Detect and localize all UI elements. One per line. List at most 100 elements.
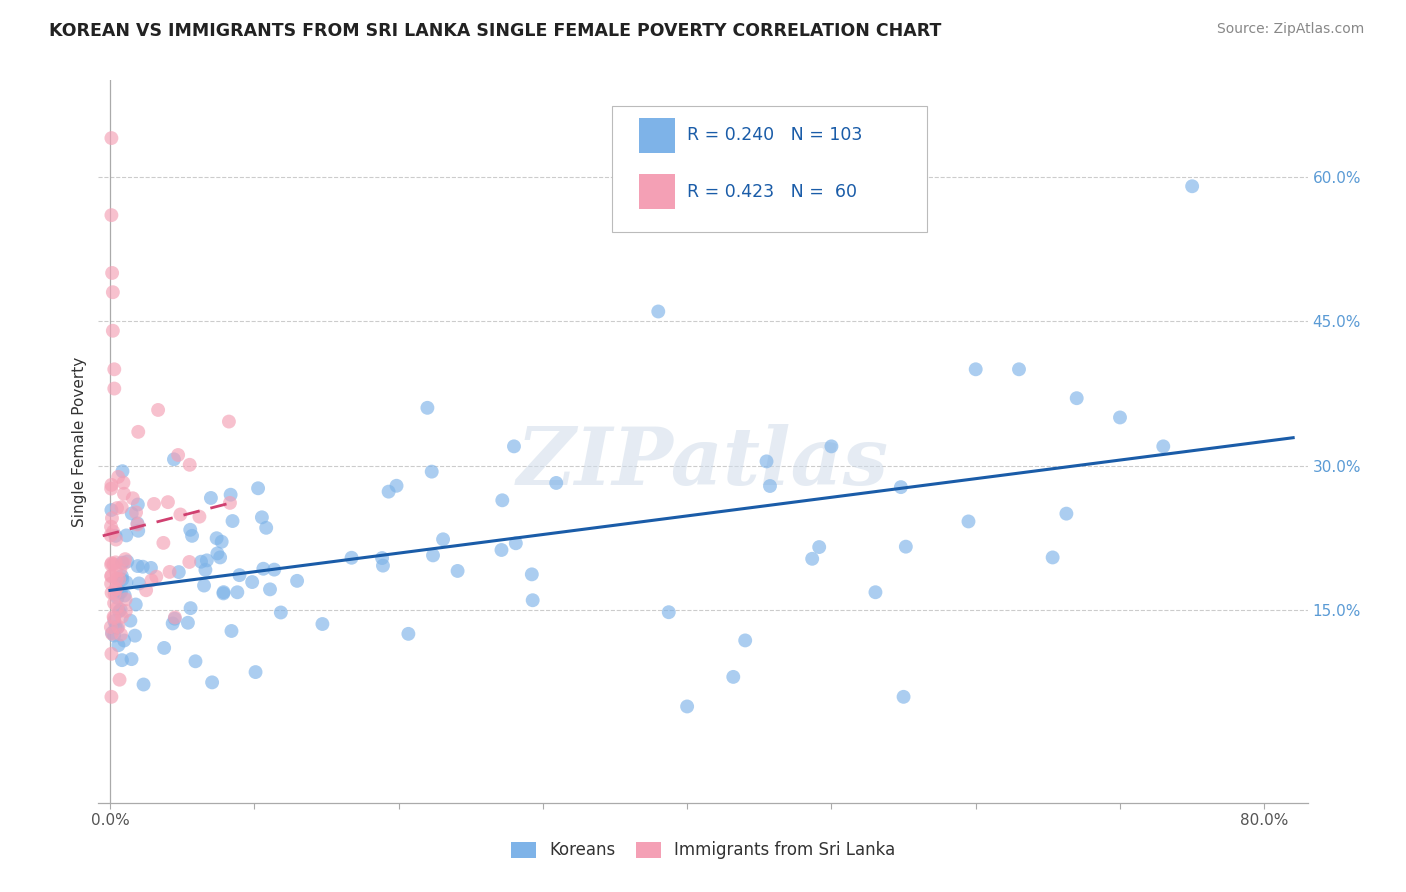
Point xyxy=(163,452,186,467)
Point xyxy=(503,439,526,453)
Point xyxy=(132,559,155,574)
Point xyxy=(100,482,122,496)
Point xyxy=(212,585,235,599)
Bar xyxy=(638,118,675,153)
Point xyxy=(658,605,681,619)
Point xyxy=(117,554,139,568)
Point xyxy=(107,638,129,652)
Point xyxy=(163,610,186,624)
Point xyxy=(188,509,211,524)
Text: KOREAN VS IMMIGRANTS FROM SRI LANKA SINGLE FEMALE POVERTY CORRELATION CHART: KOREAN VS IMMIGRANTS FROM SRI LANKA SING… xyxy=(49,22,942,40)
Point xyxy=(311,617,333,632)
Point xyxy=(107,470,129,484)
Point xyxy=(104,582,127,596)
Point xyxy=(285,574,308,588)
Point xyxy=(100,478,122,492)
Text: R = 0.240   N = 103: R = 0.240 N = 103 xyxy=(688,126,863,145)
Point xyxy=(520,567,543,582)
Point xyxy=(184,654,207,668)
Point xyxy=(108,673,131,687)
Point xyxy=(100,585,122,599)
Point xyxy=(167,448,190,462)
Point xyxy=(247,481,270,495)
Point xyxy=(169,508,191,522)
Point xyxy=(101,627,124,641)
Point xyxy=(759,479,782,493)
Point xyxy=(894,540,917,554)
Point xyxy=(491,543,513,558)
Text: Source: ZipAtlas.com: Source: ZipAtlas.com xyxy=(1216,22,1364,37)
Point xyxy=(121,507,143,521)
Point xyxy=(193,578,215,592)
Point xyxy=(177,615,200,630)
Point xyxy=(135,583,157,598)
Point xyxy=(162,616,184,631)
Point xyxy=(1066,391,1088,405)
Point xyxy=(957,515,980,529)
Legend: Koreans, Immigrants from Sri Lanka: Koreans, Immigrants from Sri Lanka xyxy=(510,841,896,860)
Point xyxy=(1152,439,1174,453)
Point xyxy=(120,614,142,628)
Point xyxy=(100,519,122,533)
Point xyxy=(112,557,135,571)
Point xyxy=(723,670,745,684)
Point xyxy=(820,439,842,453)
FancyBboxPatch shape xyxy=(613,105,927,232)
Point xyxy=(107,600,129,615)
Point xyxy=(965,362,987,376)
Point xyxy=(127,559,149,574)
Y-axis label: Single Female Poverty: Single Female Poverty xyxy=(72,357,87,526)
Point xyxy=(114,592,136,607)
Point xyxy=(114,589,136,603)
Point xyxy=(179,523,201,537)
Point xyxy=(108,572,131,586)
Point xyxy=(420,465,443,479)
Text: ZIPatlas: ZIPatlas xyxy=(517,425,889,502)
Point xyxy=(205,531,228,545)
Point xyxy=(110,563,132,577)
Point xyxy=(127,516,149,531)
Point xyxy=(111,609,134,624)
Point xyxy=(103,596,125,610)
Point xyxy=(201,675,224,690)
Point xyxy=(263,563,285,577)
Point xyxy=(226,585,249,599)
Point xyxy=(104,564,127,578)
Point xyxy=(108,604,131,618)
Point xyxy=(143,497,166,511)
Point xyxy=(103,362,125,376)
Point xyxy=(100,558,122,572)
Point xyxy=(228,568,250,582)
Point xyxy=(371,551,394,566)
Point xyxy=(734,633,756,648)
Point xyxy=(105,582,128,597)
Point xyxy=(755,454,778,468)
Point xyxy=(103,611,125,625)
Point xyxy=(505,536,527,550)
Point xyxy=(676,699,699,714)
Point xyxy=(101,266,124,280)
Point xyxy=(145,570,167,584)
Point xyxy=(111,556,134,570)
Point xyxy=(259,582,281,597)
Point xyxy=(101,511,124,525)
Point xyxy=(100,503,122,517)
Point xyxy=(115,528,138,542)
Point xyxy=(890,480,912,494)
Point xyxy=(252,562,274,576)
Point xyxy=(125,598,148,612)
Point xyxy=(101,626,124,640)
Point xyxy=(103,609,125,624)
Point xyxy=(209,550,232,565)
Point xyxy=(124,629,146,643)
Point xyxy=(200,491,222,505)
Point xyxy=(179,555,201,569)
Point xyxy=(254,521,277,535)
Text: R = 0.423   N =  60: R = 0.423 N = 60 xyxy=(688,183,858,201)
Point xyxy=(111,569,134,583)
Point xyxy=(1181,179,1204,194)
Point xyxy=(491,493,513,508)
Point xyxy=(101,285,124,300)
Point xyxy=(103,614,125,628)
Point xyxy=(270,606,292,620)
